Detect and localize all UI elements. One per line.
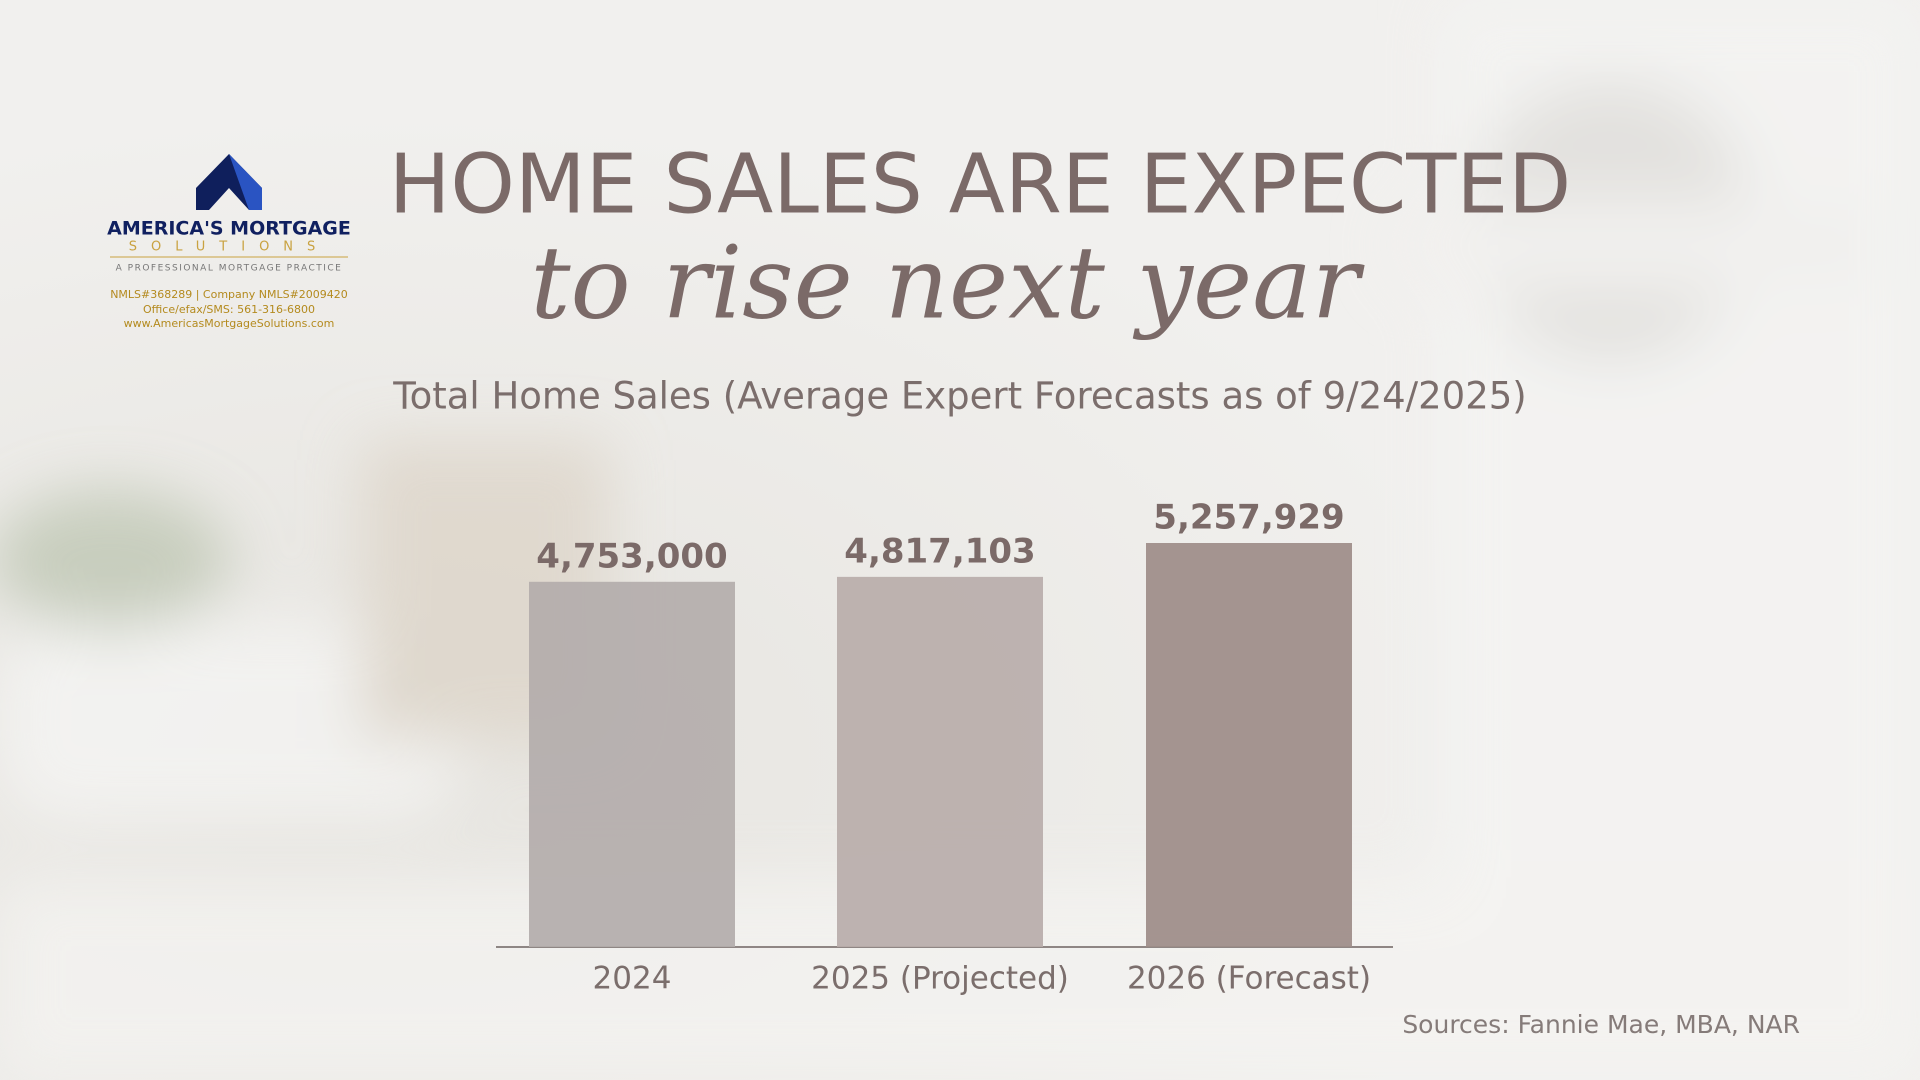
x-tick-label: 2025 (Projected)	[811, 961, 1069, 997]
logo-web: www.AmericasMortgageSolutions.com	[124, 317, 335, 330]
logo-icon-accent	[229, 154, 262, 210]
source: Sources: Fannie Mae, MBA, NAR	[1402, 1010, 1800, 1039]
value-label: 5,257,929	[1153, 498, 1344, 538]
chart-title-italic: to rise next year	[530, 225, 1364, 342]
chart-title: HOME SALES ARE EXPECTED	[389, 137, 1572, 232]
bar	[529, 581, 735, 947]
value-label: 4,753,000	[536, 536, 727, 576]
logo-name: AMERICA'S MORTGAGE	[107, 218, 351, 240]
bar	[837, 576, 1043, 947]
logo: AMERICA'S MORTGAGE SOLUTIONS A PROFESSIO…	[107, 154, 351, 330]
value-label: 4,817,103	[844, 531, 1035, 571]
bar	[1146, 543, 1352, 947]
x-tick-label: 2024	[593, 961, 672, 997]
chart-subtitle: Total Home Sales (Average Expert Forecas…	[392, 375, 1526, 418]
logo-tagline: A PROFESSIONAL MORTGAGE PRACTICE	[116, 264, 343, 274]
logo-nmls: NMLS#368289 | Company NMLS#2009420	[110, 288, 348, 301]
logo-name2: SOLUTIONS	[129, 240, 330, 255]
logo-phone: Office/efax/SMS: 561-316-6800	[143, 303, 315, 316]
x-tick-label: 2026 (Forecast)	[1127, 961, 1371, 997]
